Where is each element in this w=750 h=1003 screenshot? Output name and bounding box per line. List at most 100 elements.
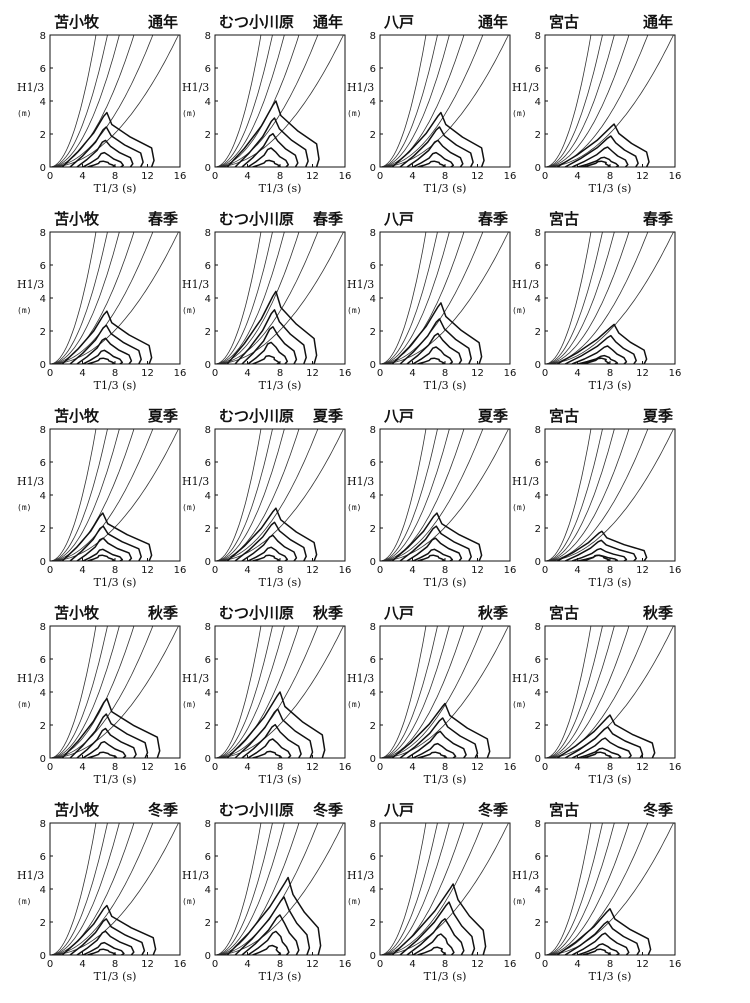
y-tick-label: 8 [370, 819, 376, 830]
y-tick-label: 2 [205, 327, 211, 338]
steepness-curve [380, 35, 509, 167]
x-axis-label: T1/3 (s) [94, 773, 137, 786]
frequency-contours [391, 302, 483, 364]
steepness-curves [545, 35, 674, 167]
steepness-curve [380, 823, 484, 955]
y-tick-label: 6 [370, 655, 376, 666]
steepness-curve [215, 626, 300, 758]
steepness-curves [215, 429, 344, 561]
y-tick-label: 6 [205, 64, 211, 75]
plot-frame [379, 822, 511, 956]
frequency-contour [234, 896, 311, 955]
y-tick-label: 2 [370, 327, 376, 338]
steepness-curve [50, 823, 108, 955]
x-axis-label: T1/3 (s) [589, 773, 632, 786]
panel-station-title: 苫小牧 [54, 210, 100, 228]
x-tick-label: 12 [636, 368, 649, 379]
steepness-curves [50, 823, 179, 955]
x-axis-label: T1/3 (s) [424, 182, 467, 195]
panel-station-title: 苫小牧 [54, 604, 100, 622]
y-axis-label: H1/3 [512, 672, 539, 685]
y-tick-label: 2 [40, 918, 46, 929]
x-tick-label: 4 [574, 762, 580, 773]
frequency-contour [412, 548, 454, 561]
steepness-curve [380, 626, 427, 758]
x-tick-label: 12 [471, 565, 484, 576]
steepness-curve [215, 429, 300, 561]
x-tick-label: 12 [636, 565, 649, 576]
y-tick-label: 4 [40, 97, 46, 108]
y-axis-unit: (m) [347, 897, 361, 906]
steepness-curves [545, 232, 674, 364]
frequency-contour [82, 151, 125, 167]
x-tick-label: 8 [442, 368, 448, 379]
y-tick-label: 8 [535, 425, 541, 436]
x-axis-label: T1/3 (s) [259, 182, 302, 195]
frequency-contour [241, 534, 298, 561]
y-axis-unit: (m) [347, 503, 361, 512]
frequency-contour [241, 326, 298, 364]
frequency-contours [61, 904, 157, 955]
panel-station-title: 苫小牧 [54, 13, 100, 31]
panel-season-title: 秋季 [313, 604, 343, 622]
steepness-curve [50, 232, 97, 364]
steepness-curve [545, 626, 649, 758]
steepness-curve [545, 429, 674, 561]
frequency-contours [226, 100, 320, 167]
steepness-curve [545, 626, 674, 758]
steepness-curves [380, 626, 509, 758]
frequency-contour [571, 737, 632, 758]
steepness-curves [545, 823, 674, 955]
frequency-contour [226, 507, 318, 561]
frequency-contour [252, 944, 282, 955]
steepness-curve [545, 232, 603, 364]
steepness-curves [50, 429, 179, 561]
steepness-curve [50, 823, 120, 955]
steepness-curve [50, 626, 108, 758]
y-tick-label: 6 [535, 655, 541, 666]
x-tick-label: 16 [339, 959, 352, 970]
steepness-curve [215, 232, 273, 364]
steepness-curve [50, 232, 179, 364]
y-tick-label: 6 [205, 458, 211, 469]
frequency-contour [87, 554, 116, 561]
steepness-curve [545, 823, 649, 955]
x-axis-label: T1/3 (s) [589, 379, 632, 392]
frequency-contours [391, 702, 491, 758]
frequency-contour [556, 530, 648, 561]
y-axis-unit: (m) [182, 306, 196, 315]
frequency-contour [412, 346, 454, 364]
steepness-curve [50, 232, 120, 364]
x-tick-label: 4 [244, 762, 250, 773]
panel-season-title: 夏季 [147, 407, 178, 425]
x-tick-label: 8 [277, 565, 283, 576]
steepness-curve [545, 232, 674, 364]
steepness-curve [545, 626, 603, 758]
y-tick-label: 0 [40, 754, 46, 765]
frequency-contour [241, 914, 300, 955]
frequency-contour [234, 309, 307, 364]
x-tick-label: 0 [47, 368, 53, 379]
y-axis-label: H1/3 [17, 672, 44, 685]
x-tick-label: 0 [542, 565, 548, 576]
x-tick-label: 0 [542, 762, 548, 773]
steepness-curve [215, 429, 285, 561]
x-tick-label: 16 [339, 762, 352, 773]
plot-frame [49, 428, 181, 562]
frequency-contour [577, 747, 622, 758]
steepness-curves [545, 626, 674, 758]
frequency-contour [564, 726, 644, 758]
y-axis-label: H1/3 [347, 81, 374, 94]
steepness-curve [545, 429, 603, 561]
y-tick-label: 2 [370, 721, 376, 732]
y-tick-label: 8 [370, 425, 376, 436]
steepness-curve [380, 232, 450, 364]
